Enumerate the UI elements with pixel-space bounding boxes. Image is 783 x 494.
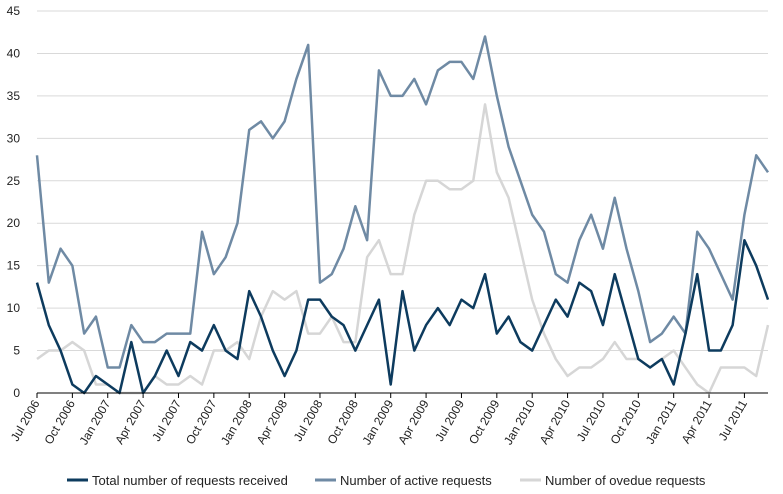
legend: Total number of requests received Number…	[67, 473, 706, 488]
x-tick-label: Apr 2008	[254, 397, 291, 446]
x-tick-label: Jan 2007	[77, 397, 114, 447]
y-tick-label: 40	[7, 46, 21, 60]
x-tick-label: Jan 2011	[643, 397, 680, 446]
x-tick-label: Jul 2011	[716, 397, 751, 443]
gridlines	[37, 10, 768, 352]
x-tick-label: Jul 2007	[149, 397, 184, 444]
x-tick-label: Apr 2010	[537, 397, 574, 446]
series-line-1	[35, 35, 770, 369]
x-tick-label: Oct 2009	[466, 397, 503, 446]
x-tick-label: Jan 2009	[359, 397, 396, 447]
y-tick-label: 25	[7, 174, 21, 188]
x-tick-label: Jul 2006	[8, 397, 43, 444]
y-tick-label: 35	[7, 89, 21, 103]
y-tick-label: 10	[7, 301, 21, 315]
y-tick-label: 20	[7, 216, 21, 230]
y-tick-label: 45	[7, 4, 21, 18]
y-tick-label: 30	[7, 131, 21, 145]
x-tick-label: Oct 2010	[607, 397, 644, 446]
x-tick-label: Oct 2008	[324, 397, 361, 446]
x-tick-label: Jul 2010	[574, 397, 609, 444]
x-tick-label: Jul 2009	[432, 397, 467, 444]
y-tick-label: 0	[13, 386, 20, 400]
x-tick-label: Oct 2007	[183, 397, 220, 446]
legend-label-active: Number of active requests	[340, 473, 492, 488]
x-tick-label: Apr 2011	[679, 397, 715, 446]
x-tick-label: Jan 2010	[501, 397, 538, 447]
series-line-0	[35, 238, 770, 395]
y-tick-label: 15	[7, 259, 21, 273]
legend-label-overdue: Number of ovedue requests	[545, 473, 706, 488]
y-tick-label: 5	[13, 344, 20, 358]
x-tick-label: Apr 2009	[395, 397, 432, 446]
x-tick-label: Jul 2008	[291, 397, 326, 444]
x-tick-label: Apr 2007	[112, 397, 149, 446]
legend-label-total: Total number of requests received	[92, 473, 288, 488]
x-tick-label: Jan 2008	[218, 397, 255, 447]
series-lines	[35, 35, 770, 395]
y-axis-tick-labels: 0 5 10 15 20 25 30 35 40 45	[7, 4, 21, 400]
series-line-2	[36, 103, 770, 395]
x-tick-label: Oct 2006	[41, 397, 78, 446]
